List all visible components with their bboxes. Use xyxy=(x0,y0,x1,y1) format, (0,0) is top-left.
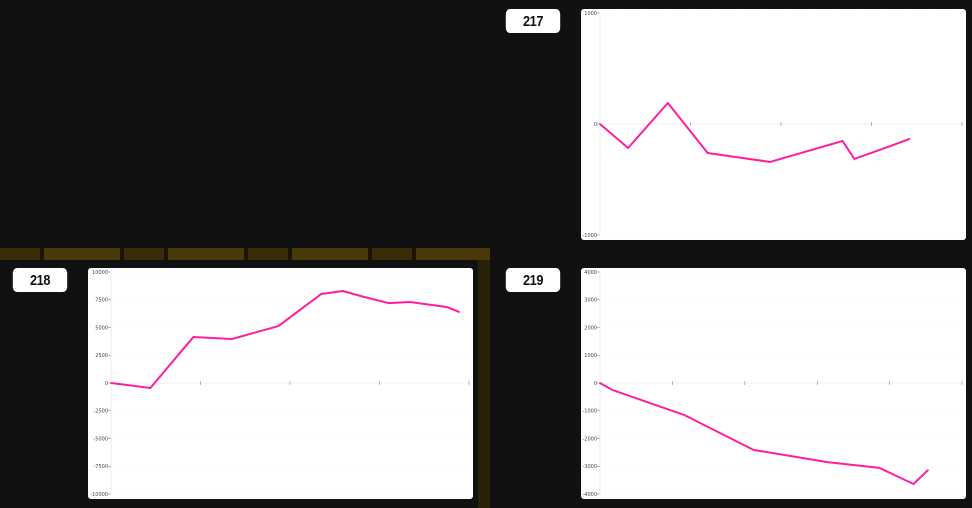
data-point xyxy=(908,138,911,140)
data-point xyxy=(841,140,844,142)
data-point xyxy=(927,469,929,471)
y-tick-label: -3000 xyxy=(582,464,597,470)
background-panel-top-left xyxy=(0,0,490,248)
data-point xyxy=(110,382,112,384)
y-tick-label: 0 xyxy=(105,381,108,387)
chart-label-218: 218 xyxy=(12,268,68,292)
y-tick-label: 2000 xyxy=(584,325,597,331)
data-point xyxy=(683,414,685,416)
data-point xyxy=(409,301,411,303)
chart-label-219: 219 xyxy=(505,268,561,292)
y-tick-label: 5000 xyxy=(95,325,108,331)
y-tick-label: 0 xyxy=(594,381,597,387)
y-tick-label: 2500 xyxy=(95,353,108,359)
series-line xyxy=(110,289,460,389)
y-tick-label: 7500 xyxy=(95,298,108,304)
y-tick-label: 3000 xyxy=(584,298,597,304)
y-tick-label: -10000 xyxy=(90,492,108,498)
chart-svg: 4000 3000 2000 1000 0 -1000 -2000 -3000 -4000 xyxy=(582,270,963,498)
data-point xyxy=(667,102,669,104)
y-tick-label: -2500 xyxy=(93,409,108,415)
y-tick-label: -2000 xyxy=(582,436,597,442)
y-tick-label: 10000 xyxy=(92,270,108,276)
background-strip xyxy=(0,248,490,260)
data-point xyxy=(599,123,601,125)
y-tick-label: 0 xyxy=(594,122,597,128)
y-tick-label: -4000 xyxy=(582,492,597,498)
y-tick-label: -1000 xyxy=(582,409,597,415)
data-point xyxy=(769,161,771,163)
data-point xyxy=(599,382,601,384)
data-point xyxy=(277,325,280,327)
data-point xyxy=(878,467,881,469)
chart-svg: 10000 7500 5000 2500 0 -2500 -5000 -7500 -10000 xyxy=(90,270,470,498)
y-tick-label: 1000 xyxy=(584,11,597,17)
data-point xyxy=(881,148,884,150)
series-line xyxy=(599,102,910,163)
data-point xyxy=(853,158,856,160)
data-point xyxy=(752,449,755,451)
y-tick-label: -1000 xyxy=(582,233,597,239)
data-point xyxy=(458,311,460,313)
data-point xyxy=(912,483,915,485)
y-tick-label: -5000 xyxy=(93,436,108,442)
data-point xyxy=(611,389,614,391)
data-point xyxy=(231,338,233,340)
data-point xyxy=(627,147,629,149)
y-tick-label: 1000 xyxy=(584,353,597,359)
data-point xyxy=(445,306,448,308)
y-tick-label: -7500 xyxy=(93,464,108,470)
data-point xyxy=(706,152,709,154)
chart-219: 4000 3000 2000 1000 0 -1000 -2000 -3000 -4000 xyxy=(581,268,966,499)
data-point xyxy=(192,336,195,338)
chart-label-217: 217 xyxy=(505,9,561,33)
data-point xyxy=(320,293,323,295)
data-point xyxy=(342,290,344,292)
chart-217: 1000 0 -1000 xyxy=(581,9,966,240)
data-point xyxy=(826,461,829,463)
data-point xyxy=(387,302,390,304)
chart-svg: 1000 0 -1000 xyxy=(582,11,963,239)
series-line xyxy=(599,382,929,486)
data-point xyxy=(363,296,366,298)
data-point xyxy=(149,387,152,389)
y-tick-label: 4000 xyxy=(584,270,597,276)
chart-218: 10000 7500 5000 2500 0 -2500 -5000 -7500 -10000 xyxy=(88,268,473,499)
